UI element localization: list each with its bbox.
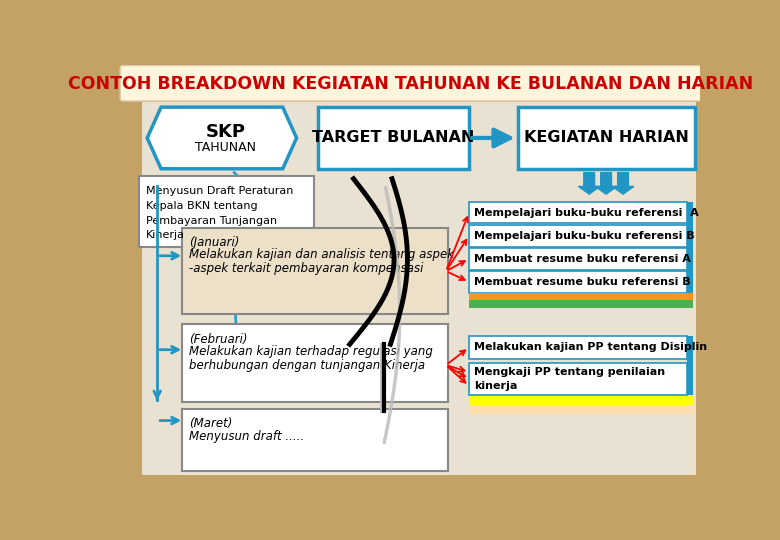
Text: Kinerja: Kinerja xyxy=(146,231,185,240)
FancyBboxPatch shape xyxy=(469,202,687,224)
FancyBboxPatch shape xyxy=(182,228,448,314)
FancyBboxPatch shape xyxy=(182,325,448,402)
Text: CONTOH BREAKDOWN KEGIATAN TAHUNAN KE BULANAN DAN HARIAN: CONTOH BREAKDOWN KEGIATAN TAHUNAN KE BUL… xyxy=(68,75,753,93)
Text: (Februari): (Februari) xyxy=(189,333,247,346)
FancyBboxPatch shape xyxy=(120,65,700,101)
FancyBboxPatch shape xyxy=(469,300,693,308)
FancyBboxPatch shape xyxy=(518,107,695,168)
Text: -aspek terkait pembayaran kompensasi: -aspek terkait pembayaran kompensasi xyxy=(189,262,423,275)
Text: Kepala BKN tentang: Kepala BKN tentang xyxy=(146,201,257,211)
Polygon shape xyxy=(147,107,296,168)
Text: KEGIATAN HARIAN: KEGIATAN HARIAN xyxy=(523,131,689,145)
Text: TARGET BULANAN: TARGET BULANAN xyxy=(313,131,475,145)
Text: Mempelajari buku-buku referensi  A: Mempelajari buku-buku referensi A xyxy=(473,208,698,218)
Text: Melakukan kajian dan analisis tentang aspek: Melakukan kajian dan analisis tentang as… xyxy=(189,248,454,261)
Polygon shape xyxy=(595,173,617,194)
Text: Membuat resume buku referensi A: Membuat resume buku referensi A xyxy=(473,254,690,264)
Text: Menyusun draft .....: Menyusun draft ..... xyxy=(189,430,304,443)
Text: berhubungan dengan tunjangan Kinerja: berhubungan dengan tunjangan Kinerja xyxy=(189,359,425,372)
Polygon shape xyxy=(579,173,600,194)
FancyBboxPatch shape xyxy=(318,107,469,168)
FancyBboxPatch shape xyxy=(469,225,687,247)
FancyBboxPatch shape xyxy=(687,336,693,395)
Text: Melakukan kajian terhadap regulasi yang: Melakukan kajian terhadap regulasi yang xyxy=(189,345,433,358)
FancyBboxPatch shape xyxy=(469,363,687,395)
FancyBboxPatch shape xyxy=(469,336,687,359)
Text: Pembayaran Tunjangan: Pembayaran Tunjangan xyxy=(146,215,277,226)
Text: Membuat resume buku referensi B: Membuat resume buku referensi B xyxy=(473,277,690,287)
Text: (Maret): (Maret) xyxy=(189,417,232,430)
Text: kinerja: kinerja xyxy=(473,381,517,391)
FancyBboxPatch shape xyxy=(469,405,693,414)
Text: Mengkaji PP tentang penilaian: Mengkaji PP tentang penilaian xyxy=(473,367,665,377)
Polygon shape xyxy=(612,173,634,194)
Text: SKP: SKP xyxy=(206,123,246,141)
FancyBboxPatch shape xyxy=(469,271,687,293)
Text: TAHUNAN: TAHUNAN xyxy=(195,141,256,154)
FancyBboxPatch shape xyxy=(469,248,687,269)
Text: (Januari): (Januari) xyxy=(189,236,239,249)
FancyBboxPatch shape xyxy=(469,396,693,405)
Text: Mempelajari buku-buku referensi B: Mempelajari buku-buku referensi B xyxy=(473,231,694,241)
FancyBboxPatch shape xyxy=(99,65,700,481)
FancyBboxPatch shape xyxy=(142,102,697,475)
FancyBboxPatch shape xyxy=(469,293,693,300)
FancyBboxPatch shape xyxy=(687,202,693,293)
FancyBboxPatch shape xyxy=(182,409,448,471)
Text: Melakukan kajian PP tentang Disiplin: Melakukan kajian PP tentang Disiplin xyxy=(473,342,707,353)
FancyBboxPatch shape xyxy=(140,177,314,247)
Text: Menyusun Draft Peraturan: Menyusun Draft Peraturan xyxy=(146,186,293,197)
